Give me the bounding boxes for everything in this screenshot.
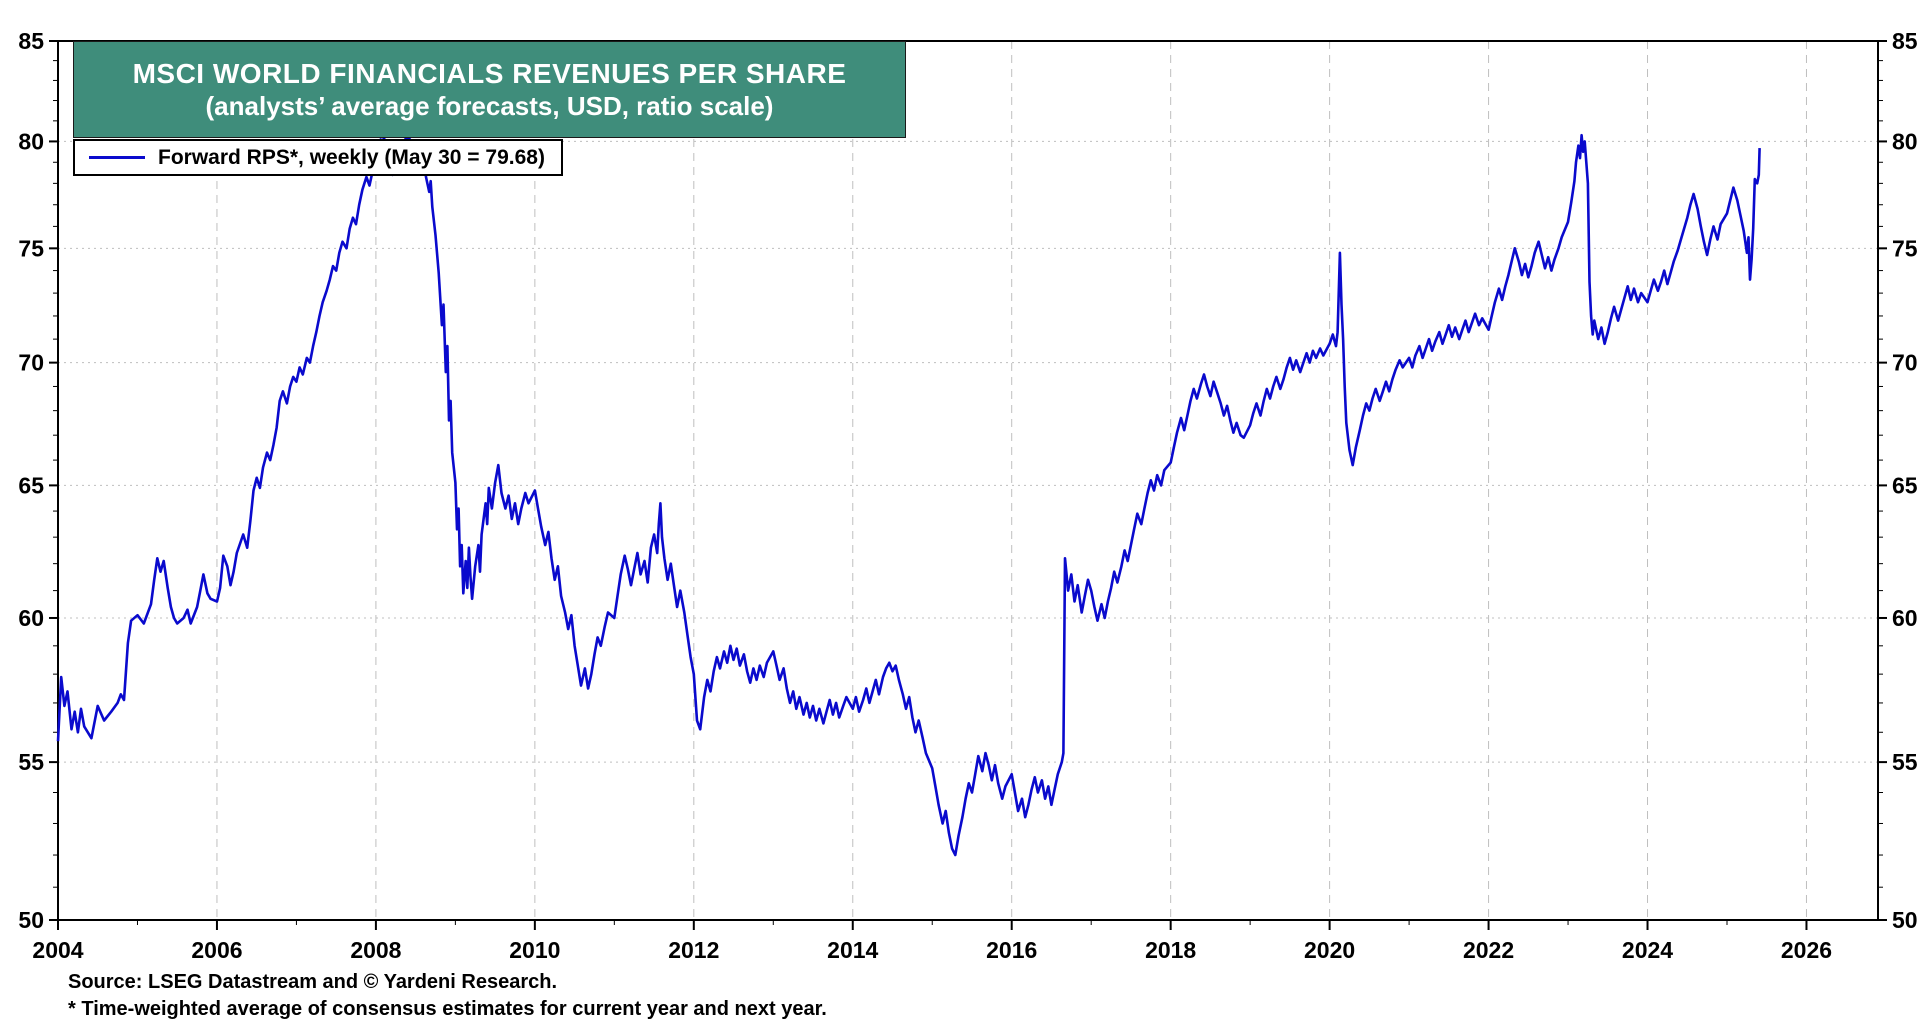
x-axis-label: 2004: [32, 937, 83, 963]
y-axis-label-left: 70: [18, 350, 44, 376]
y-axis-label-right: 55: [1892, 749, 1918, 775]
y-axis-label-left: 75: [18, 235, 44, 261]
y-axis-label-left: 65: [18, 472, 44, 498]
y-axis-label-left: 55: [18, 749, 44, 775]
y-axis-label-left: 50: [18, 907, 44, 933]
x-axis-label: 2016: [986, 937, 1037, 963]
y-axis-label-right: 60: [1892, 605, 1918, 631]
rps-line: [56, 131, 1761, 857]
x-axis-label: 2010: [509, 937, 560, 963]
y-axis-label-right: 85: [1892, 28, 1918, 54]
plot-border: [57, 40, 1879, 921]
y-axis-label-left: 60: [18, 605, 44, 631]
x-axis-label: 2026: [1781, 937, 1832, 963]
chart-title: MSCI WORLD FINANCIALS REVENUES PER SHARE: [132, 58, 847, 90]
y-axis-label-left: 80: [18, 128, 44, 154]
x-axis-label: 2008: [350, 937, 401, 963]
x-axis-label: 2006: [191, 937, 242, 963]
x-axis-label: 2024: [1622, 937, 1673, 963]
chart-subtitle: (analysts’ average forecasts, USD, ratio…: [205, 91, 774, 122]
source-note: Source: LSEG Datastream and © Yardeni Re…: [68, 971, 558, 993]
legend-line-swatch: [89, 156, 145, 159]
footnote: * Time-weighted average of consensus est…: [68, 998, 827, 1020]
chart-title-box: MSCI WORLD FINANCIALS REVENUES PER SHARE…: [73, 41, 906, 138]
y-axis-label-left: 85: [18, 28, 44, 54]
legend-label: Forward RPS*, weekly (May 30 = 79.68): [158, 145, 545, 169]
x-axis-label: 2014: [827, 937, 878, 963]
legend: Forward RPS*, weekly (May 30 = 79.68): [73, 139, 563, 176]
y-axis-label-right: 70: [1892, 350, 1918, 376]
y-axis-label-right: 65: [1892, 472, 1918, 498]
y-axis-label-right: 80: [1892, 128, 1918, 154]
y-axis-label-right: 50: [1892, 907, 1918, 933]
x-axis-label: 2012: [668, 937, 719, 963]
x-axis-label: 2018: [1145, 937, 1196, 963]
x-axis-label: 2020: [1304, 937, 1355, 963]
y-axis-label-right: 75: [1892, 235, 1918, 261]
x-axis-label: 2022: [1463, 937, 1514, 963]
